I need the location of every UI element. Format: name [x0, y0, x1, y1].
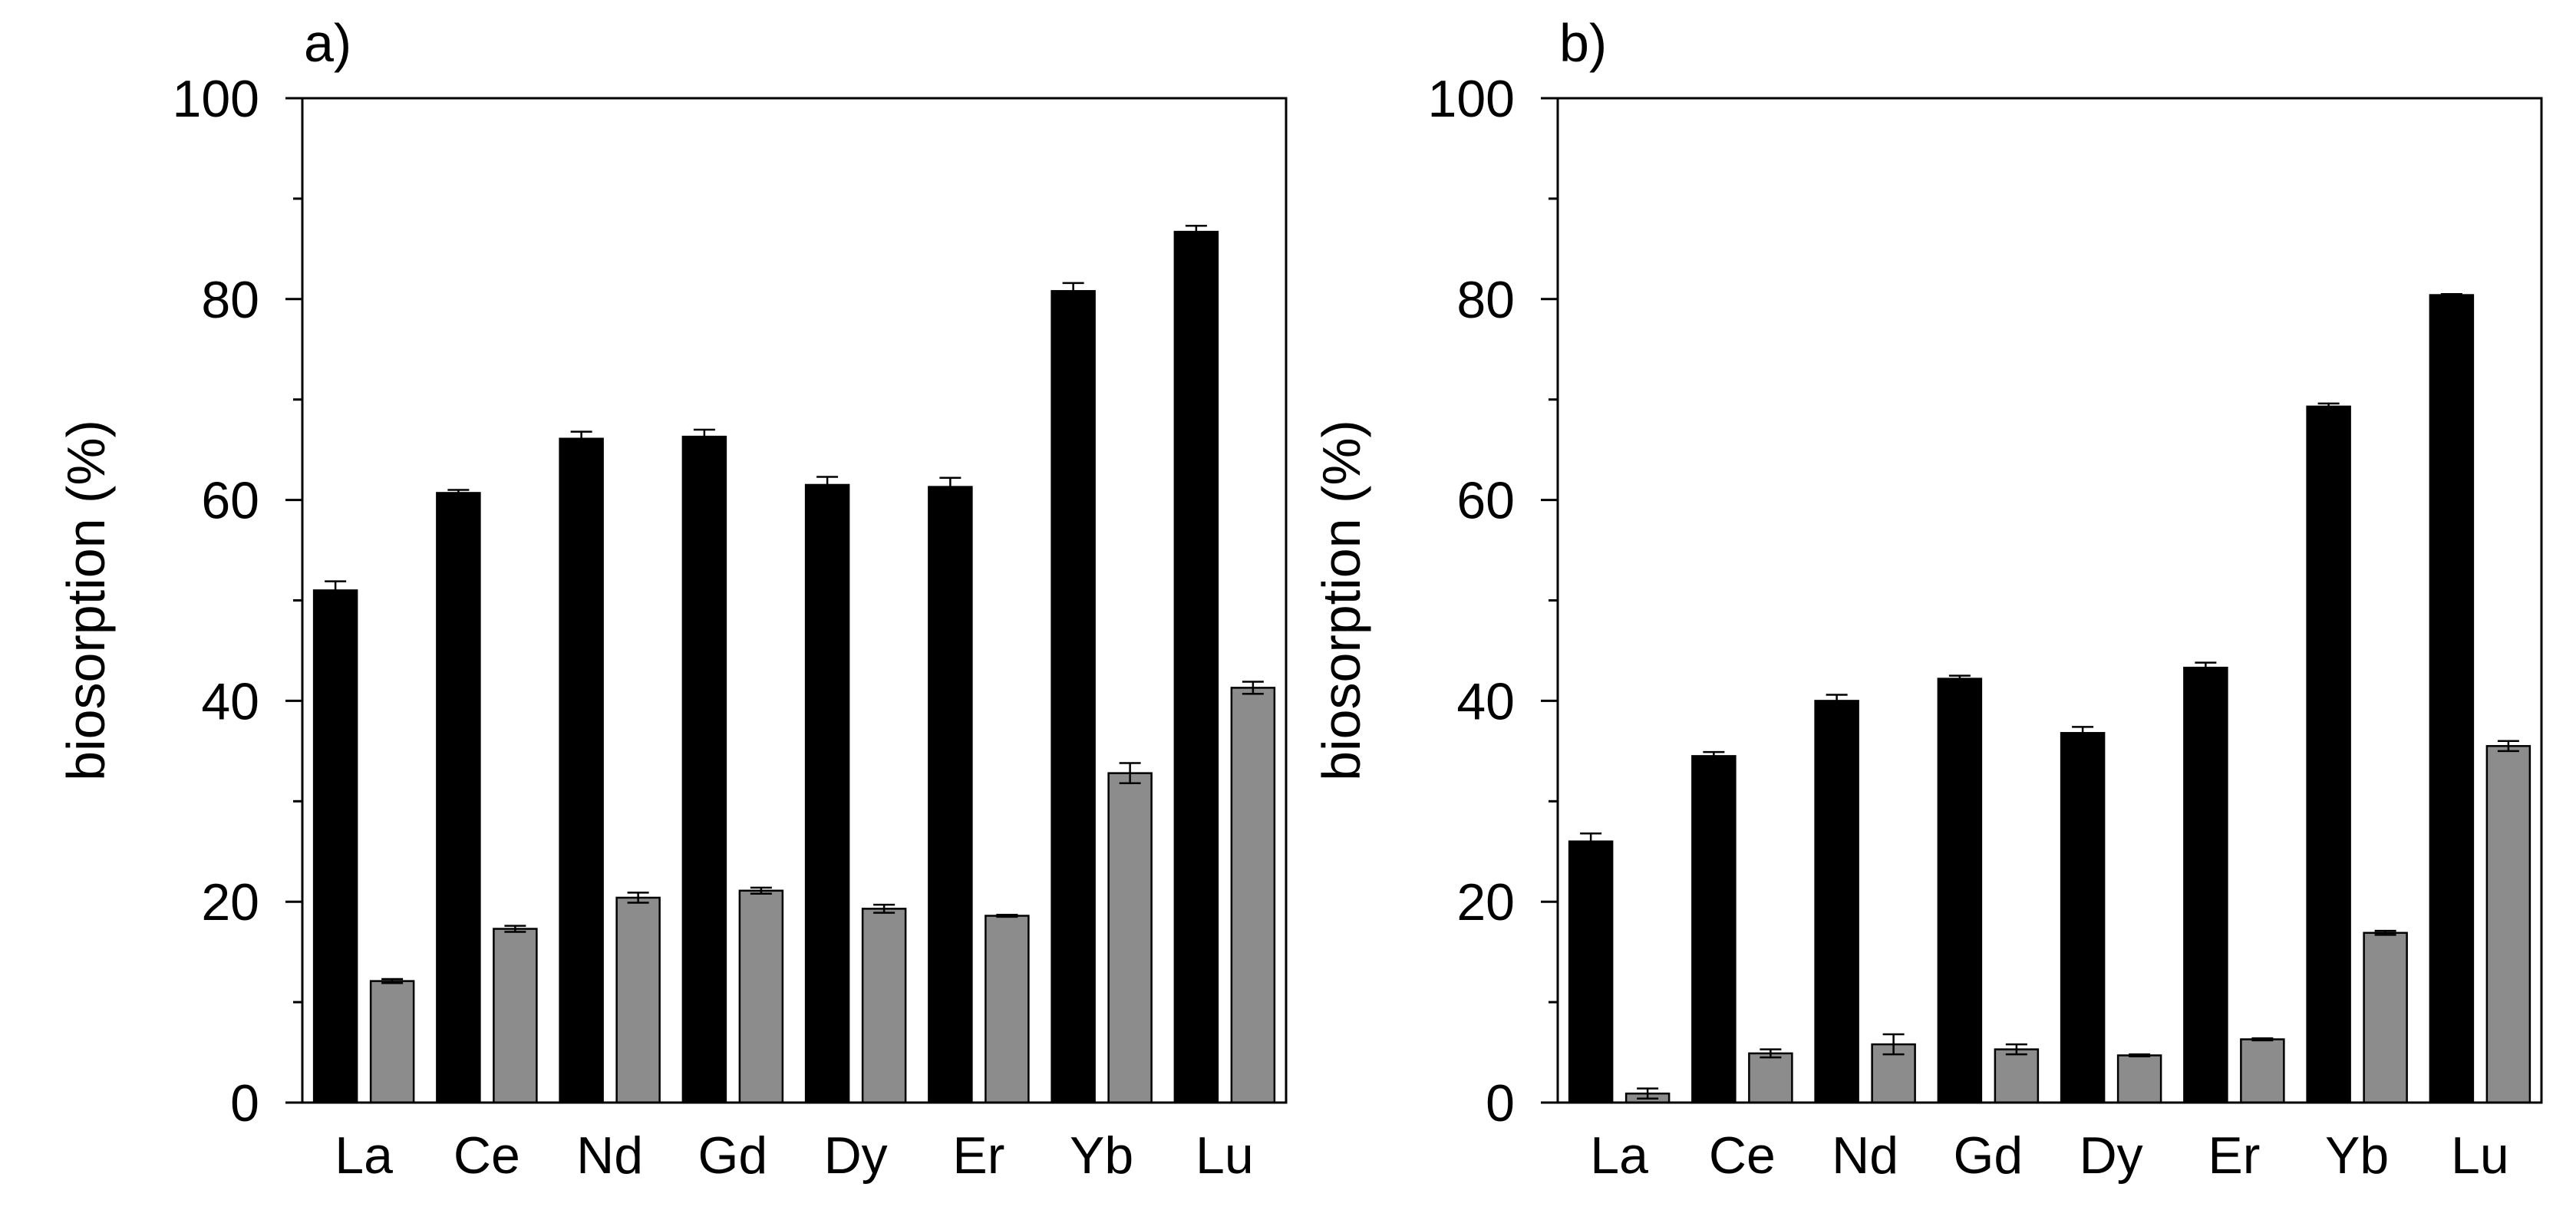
x-category-label: Gd — [698, 1126, 768, 1185]
y-tick-label: 20 — [1456, 873, 1515, 931]
error-bar-gd-black — [1948, 674, 1971, 683]
bar-la-black — [1568, 840, 1614, 1104]
bar-yb-gray — [1107, 772, 1153, 1104]
bar-dy-gray — [2116, 1054, 2162, 1104]
bar-lu-black — [1173, 230, 1219, 1104]
y-tick-label: 60 — [201, 472, 259, 530]
y-tick-label: 60 — [1456, 472, 1515, 530]
error-bar-nd-gray — [627, 892, 649, 904]
y-tick-label: 80 — [201, 271, 259, 329]
bar-er-gray — [985, 915, 1030, 1104]
bar-yb-black — [2306, 405, 2351, 1104]
error-bar-dy-black — [2072, 726, 2094, 740]
bar-lu-gray — [2485, 745, 2531, 1104]
bar-gd-black — [1937, 678, 1983, 1104]
bar-ce-gray — [1748, 1052, 1793, 1104]
y-tick-label: 100 — [1428, 70, 1515, 128]
error-bar-er-black — [2195, 661, 2217, 674]
bar-er-black — [2183, 666, 2228, 1104]
bar-gd-black — [681, 435, 727, 1104]
y-tick-label: 0 — [230, 1074, 259, 1133]
x-category-label: Er — [952, 1126, 1004, 1185]
error-bar-ce-gray — [504, 925, 526, 933]
x-category-label: Nd — [576, 1126, 643, 1185]
error-bar-er-black — [939, 476, 961, 497]
y-axis-title: biosorption (%) — [56, 420, 116, 781]
x-category-label: Lu — [2451, 1126, 2509, 1185]
error-bar-nd-black — [1826, 694, 1848, 708]
bar-er-gray — [2240, 1038, 2285, 1104]
x-category-label: Nd — [1832, 1126, 1898, 1185]
y-axis-title: biosorption (%) — [1311, 420, 1371, 781]
bar-ce-black — [1691, 755, 1737, 1104]
bar-dy-gray — [861, 908, 907, 1104]
x-category-label: Dy — [2080, 1126, 2143, 1185]
panel-label: b) — [1559, 13, 1607, 73]
y-tick-label: 20 — [201, 873, 259, 931]
y-tick-label: 80 — [1456, 271, 1515, 329]
x-category-label: La — [335, 1126, 393, 1185]
x-category-label: Lu — [1196, 1126, 1254, 1185]
error-bar-gd-black — [693, 428, 715, 445]
error-bar-gd-gray — [2005, 1043, 2027, 1056]
bar-lu-black — [2429, 294, 2475, 1104]
x-category-label: Ce — [454, 1126, 520, 1185]
error-bar-yb-black — [2317, 402, 2340, 411]
y-tick-label: 0 — [1486, 1074, 1515, 1133]
error-bar-dy-black — [816, 476, 839, 494]
bar-lu-gray — [1230, 687, 1276, 1104]
error-bar-dy-gray — [873, 903, 895, 914]
error-bar-nd-black — [570, 430, 592, 447]
error-bar-la-black — [325, 580, 347, 601]
error-bar-ce-black — [1703, 750, 1725, 761]
bar-nd-black — [559, 437, 604, 1104]
bar-ce-gray — [493, 928, 538, 1104]
bar-nd-gray — [615, 896, 661, 1104]
error-bar-yb-black — [1062, 282, 1084, 301]
bar-dy-black — [2060, 732, 2106, 1104]
error-bar-er-gray — [2251, 1037, 2274, 1042]
error-bar-yb-gray — [2374, 929, 2396, 936]
error-bar-dy-gray — [2129, 1053, 2151, 1058]
bar-yb-gray — [2363, 931, 2408, 1104]
error-bar-lu-gray — [2497, 740, 2519, 753]
x-category-label: Yb — [1070, 1126, 1133, 1185]
x-category-label: Dy — [824, 1126, 888, 1185]
error-bar-ce-gray — [1760, 1048, 1782, 1059]
y-tick-label: 40 — [201, 672, 259, 730]
error-bar-la-black — [1580, 832, 1602, 851]
panel-a: 0 20 40 60 80 100 La Ce Nd Gd Dy Er Yb Lu biosorption … — [56, 13, 1288, 1185]
y-tick-label: 40 — [1456, 672, 1515, 730]
error-bar-lu-black — [2440, 293, 2462, 298]
panel-b: 0 20 40 60 80 100 La Ce Nd Gd Dy Er Yb Lu biosorption … — [1311, 13, 2543, 1185]
error-bar-la-gray — [381, 978, 404, 984]
error-bar-la-gray — [1637, 1087, 1659, 1100]
error-bar-ce-black — [447, 489, 470, 497]
bar-nd-black — [1814, 700, 1859, 1104]
bar-gd-gray — [1994, 1048, 2040, 1104]
error-bar-er-gray — [996, 913, 1018, 918]
bar-yb-black — [1051, 290, 1096, 1104]
panel-label: a) — [304, 13, 351, 73]
error-bar-lu-black — [1185, 224, 1207, 239]
bar-dy-black — [804, 483, 850, 1104]
x-category-label: Gd — [1954, 1126, 2024, 1185]
x-category-label: Ce — [1709, 1126, 1776, 1185]
bar-er-black — [928, 486, 973, 1104]
x-category-label: La — [1590, 1126, 1648, 1185]
bar-la-gray — [369, 980, 415, 1104]
error-bar-gd-gray — [750, 886, 772, 895]
error-bar-nd-gray — [1882, 1033, 1905, 1056]
x-category-label: Yb — [2325, 1126, 2389, 1185]
bar-la-black — [312, 589, 358, 1104]
error-bar-lu-gray — [1242, 681, 1264, 695]
bar-gd-gray — [738, 889, 784, 1104]
bar-ce-black — [436, 492, 481, 1104]
x-category-label: Er — [2208, 1126, 2260, 1185]
error-bar-yb-gray — [1119, 762, 1141, 784]
y-tick-label: 100 — [173, 70, 259, 128]
